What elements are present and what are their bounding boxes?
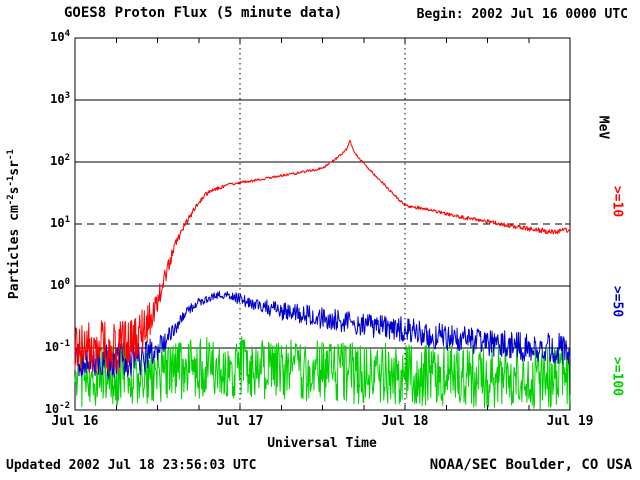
credit-label: NOAA/SEC Boulder, CO USA (429, 457, 632, 473)
y-tick-label: 103 (50, 91, 70, 106)
plot-frame (74, 37, 571, 411)
x-tick-label: Jul 16 (51, 414, 99, 429)
y-tick-label: 100 (50, 277, 70, 292)
y-tick-label: 104 (50, 29, 70, 44)
right-axis-unit-label: MeV (595, 115, 611, 140)
y-axis-label: Particles cm-2s-1sr-1 (5, 149, 23, 300)
x-tick-label: Jul 19 (546, 414, 594, 429)
series-label-1: >=50 (609, 285, 625, 318)
y-tick-label: 10-1 (44, 339, 70, 354)
chart-title: GOES8 Proton Flux (5 minute data) (64, 5, 343, 21)
x-tick-label: Jul 18 (381, 414, 429, 429)
y-tick-label: 102 (50, 153, 70, 168)
series-label-0: >=10 (609, 185, 625, 218)
x-axis-label: Universal Time (267, 436, 377, 451)
series-line-1 (74, 290, 571, 380)
x-tick-label: Jul 17 (216, 414, 264, 429)
begin-time-label: Begin: 2002 Jul 16 0000 UTC (416, 7, 628, 22)
updated-timestamp: Updated 2002 Jul 18 23:56:03 UTC (6, 458, 257, 473)
series-line-0 (74, 139, 571, 375)
y-tick-label: 101 (50, 215, 70, 230)
y-tick-label: 10-2 (44, 401, 70, 416)
series-label-2: >=100 (609, 356, 625, 397)
